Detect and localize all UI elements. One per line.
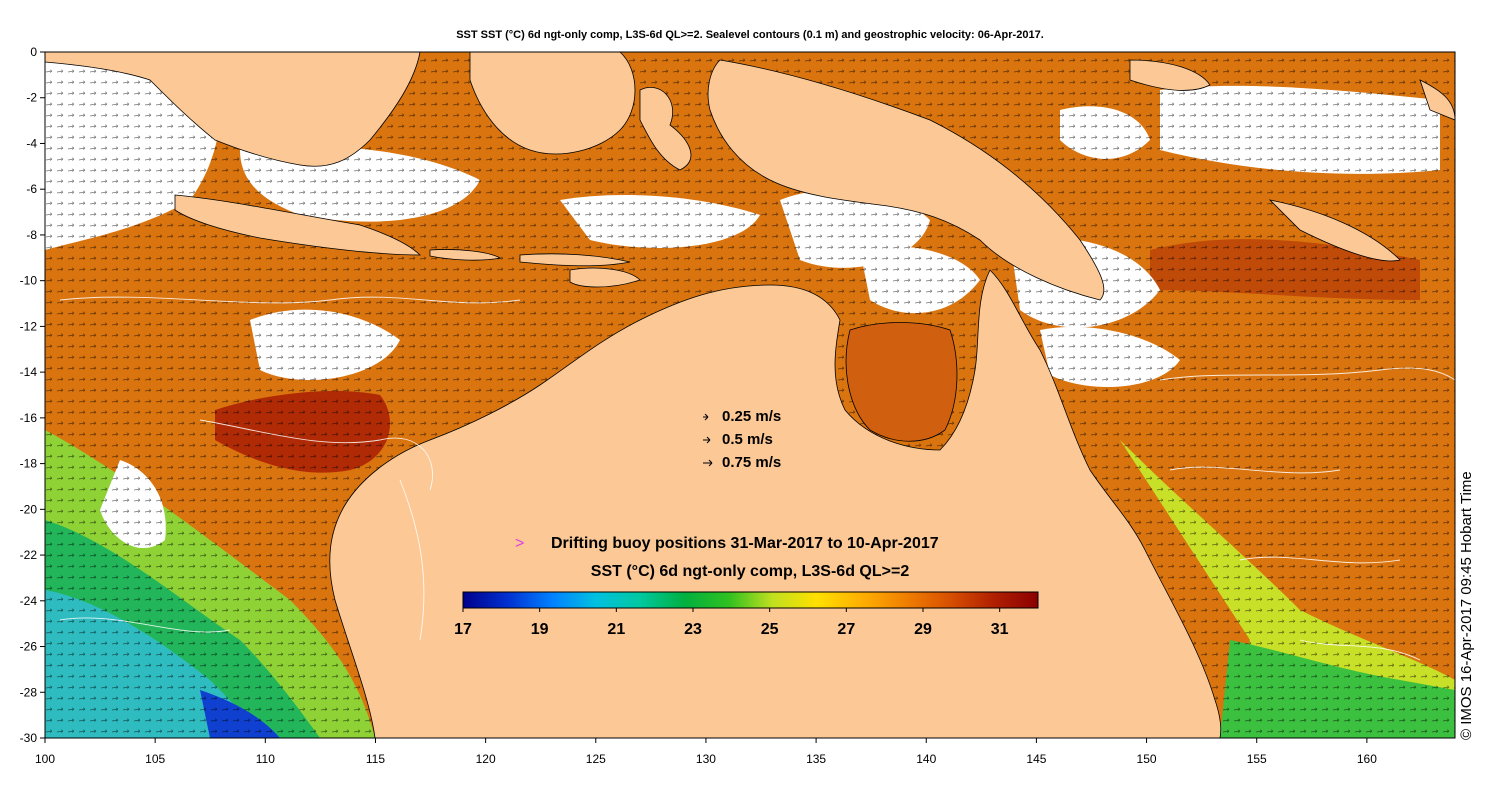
- y-tick-label: -8: [26, 228, 37, 242]
- velocity-legend-label: 0.25 m/s: [722, 408, 781, 425]
- colorbar-bar: [462, 591, 1039, 609]
- colorbar-tick-label: 31: [991, 621, 1009, 638]
- x-tick-label: 120: [476, 752, 496, 766]
- velocity-arrow-sample: [703, 459, 713, 467]
- velocity-arrow-sample: [703, 436, 711, 444]
- y-tick-label: -4: [26, 136, 37, 150]
- colorbar-tick-label: 25: [761, 621, 779, 638]
- land-australia: [329, 269, 1222, 739]
- y-tick-label: -2: [26, 91, 37, 105]
- y-tick-label: -24: [20, 594, 38, 608]
- land-solomon-islands: [1268, 199, 1401, 262]
- buoy-legend-label: Drifting buoy positions 31-Mar-2017 to 1…: [551, 535, 939, 552]
- map-title: SST SST (°C) 6d ngt-only comp, L3S-6d QL…: [456, 29, 1044, 41]
- velocity-arrow-sample: [703, 413, 709, 421]
- y-tick-label: -28: [20, 685, 38, 699]
- x-tick-label: 135: [806, 752, 826, 766]
- imos-credit: © IMOS 16-Apr-2017 09:45 Hobart Time: [1458, 471, 1475, 740]
- map-area: [44, 51, 1456, 739]
- colorbar-ticks: 17 19 21 23 25 27 29 31: [454, 608, 1009, 638]
- colorbar-tick-label: 27: [837, 621, 855, 638]
- colorbar-label: SST (°C) 6d ngt-only comp, L3S-6d QL>=2: [591, 563, 910, 580]
- colorbar-tick-label: 19: [531, 621, 549, 638]
- x-tick-label: 155: [1247, 752, 1267, 766]
- x-axis: 100 105 110 115 120 125 130 135 140 145 150 155 160: [35, 738, 1377, 766]
- land-borneo: [469, 51, 636, 155]
- velocity-legend-label: 0.75 m/s: [722, 454, 781, 471]
- x-tick-label: 100: [35, 752, 55, 766]
- colorbar: SST (°C) 6d ngt-only comp, L3S-6d QL>=2 …: [454, 563, 1039, 638]
- x-tick-label: 130: [696, 752, 716, 766]
- x-tick-label: 160: [1357, 752, 1377, 766]
- x-tick-label: 150: [1137, 752, 1157, 766]
- x-tick-label: 110: [256, 752, 275, 766]
- land-masses: [44, 51, 1456, 739]
- colorbar-tick-label: 29: [914, 621, 932, 638]
- y-tick-label: -10: [20, 274, 38, 288]
- y-tick-label: -26: [20, 640, 38, 654]
- map-frame: [44, 51, 1456, 739]
- x-tick-label: 125: [586, 752, 606, 766]
- y-tick-label: -22: [20, 548, 38, 562]
- land-java: [174, 194, 421, 256]
- x-tick-label: 145: [1026, 752, 1046, 766]
- colorbar-tick-label: 17: [454, 621, 472, 638]
- land-timor: [569, 267, 641, 288]
- sealevel-contours: [59, 296, 1456, 661]
- y-tick-label: -12: [20, 319, 38, 333]
- y-tick-label: 0: [30, 45, 37, 59]
- y-tick-label: -20: [20, 502, 38, 516]
- velocity-legend: 0.25 m/s 0.5 m/s 0.75 m/s: [703, 408, 781, 471]
- x-tick-label: 140: [916, 752, 936, 766]
- y-tick-label: -30: [20, 731, 38, 745]
- y-axis: 0 -2 -4 -6 -8 -10 -12 -14 -16 -18 -20 -22 -24 -26 -28 -…: [20, 45, 45, 745]
- land-new-guinea: [707, 59, 1105, 301]
- y-tick-label: -6: [26, 182, 37, 196]
- y-tick-label: -16: [20, 411, 38, 425]
- colorbar-tick-label: 21: [607, 621, 625, 638]
- y-tick-label: -18: [20, 457, 38, 471]
- land-sumatra: [44, 51, 421, 167]
- velocity-legend-label: 0.5 m/s: [722, 431, 773, 448]
- y-tick-label: -14: [20, 365, 38, 379]
- buoy-legend: > Drifting buoy positions 31-Mar-2017 to…: [515, 535, 939, 552]
- x-tick-label: 115: [366, 752, 385, 766]
- colorbar-tick-label: 23: [684, 621, 702, 638]
- land-sulawesi: [639, 87, 692, 171]
- gulf-of-carpentaria: [845, 322, 958, 442]
- buoy-marker: >: [515, 535, 524, 552]
- x-tick-label: 105: [145, 752, 165, 766]
